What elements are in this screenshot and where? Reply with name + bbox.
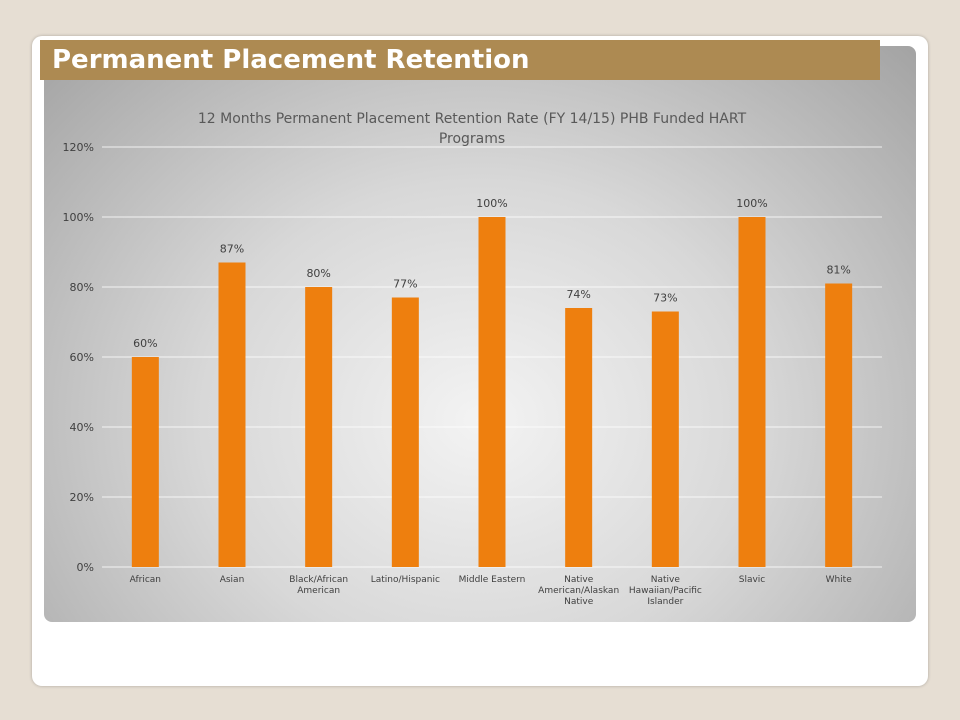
x-tick-label: Native xyxy=(651,575,681,585)
x-tick-label: American/Alaskan xyxy=(538,586,619,596)
x-tick-label: Asian xyxy=(220,575,245,585)
x-tick-label: Native xyxy=(564,575,594,585)
bar xyxy=(131,357,159,567)
y-tick-label: 80% xyxy=(70,281,94,294)
data-label: 81% xyxy=(826,264,850,277)
x-tick-label: Slavic xyxy=(739,575,766,585)
x-tick-label: White xyxy=(826,575,853,585)
chart-title-line: 12 Months Permanent Placement Retention … xyxy=(198,111,747,127)
x-tick-label: Islander xyxy=(647,597,683,607)
title-bar: Permanent Placement Retention xyxy=(34,40,880,80)
x-tick-label: African xyxy=(130,575,161,585)
slide-title: Permanent Placement Retention xyxy=(52,45,530,75)
data-label: 100% xyxy=(476,197,507,210)
bar xyxy=(218,262,246,567)
data-label: 73% xyxy=(653,292,677,305)
bar xyxy=(305,287,333,567)
bar xyxy=(478,217,506,567)
data-label: 80% xyxy=(306,267,330,280)
bar xyxy=(565,308,593,567)
chart-panel: 12 Months Permanent Placement Retention … xyxy=(44,46,916,622)
y-tick-label: 120% xyxy=(63,141,94,154)
bar xyxy=(391,297,419,567)
y-tick-label: 100% xyxy=(63,211,94,224)
bar xyxy=(825,283,853,567)
bar xyxy=(738,217,766,567)
x-tick-label: Black/African xyxy=(289,575,348,585)
data-label: 77% xyxy=(393,278,417,291)
data-label: 87% xyxy=(220,243,244,256)
x-tick-label: Native xyxy=(564,597,594,607)
data-label: 60% xyxy=(133,337,157,350)
chart-title-line: Programs xyxy=(439,131,505,147)
data-label: 74% xyxy=(566,288,590,301)
data-label: 100% xyxy=(736,197,767,210)
title-accent xyxy=(34,40,40,80)
bar xyxy=(651,311,679,567)
y-tick-label: 0% xyxy=(77,561,94,574)
bar-chart: 12 Months Permanent Placement Retention … xyxy=(63,111,882,607)
x-tick-label: Latino/Hispanic xyxy=(371,575,440,585)
y-tick-label: 60% xyxy=(70,351,94,364)
x-tick-label: Hawaiian/Pacific xyxy=(629,586,702,596)
x-tick-label: Middle Eastern xyxy=(459,575,526,585)
x-tick-label: American xyxy=(297,586,340,596)
y-tick-label: 40% xyxy=(70,421,94,434)
y-tick-label: 20% xyxy=(70,491,94,504)
